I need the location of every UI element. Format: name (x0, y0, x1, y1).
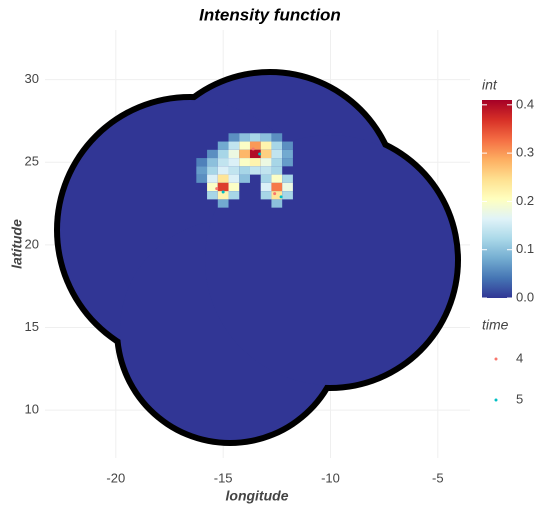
heat-cell (207, 175, 218, 183)
colorbar-title: int (482, 77, 498, 93)
heat-cell (218, 166, 229, 174)
colorbar-label: 0.2 (516, 193, 534, 208)
heat-cell (282, 183, 293, 191)
x-tick-label: -15 (214, 470, 233, 485)
chart: Intensity function longitude latitude in… (0, 0, 536, 506)
y-tick-label: 15 (25, 319, 39, 334)
point (222, 190, 225, 193)
heat-cell (218, 183, 229, 191)
heat-cell (282, 191, 293, 199)
legend-title: time (482, 317, 509, 333)
heat-cell (229, 191, 240, 199)
heat-cell (250, 158, 261, 166)
heat-cell (261, 133, 272, 141)
heat-cell (261, 166, 272, 174)
heat-cell (218, 150, 229, 158)
heat-cell (196, 166, 207, 174)
heat-cell (271, 166, 282, 174)
point (258, 152, 261, 155)
heat-cell (271, 199, 282, 207)
heat-cell (261, 191, 272, 199)
colorbar-label: 0.1 (516, 241, 534, 256)
heat-cell (239, 133, 250, 141)
heat-cell (282, 150, 293, 158)
heat-cell (250, 133, 261, 141)
heat-cell (218, 175, 229, 183)
heat-cell (207, 158, 218, 166)
legend-label: 5 (516, 391, 523, 406)
heat-cell (229, 142, 240, 150)
heat-cell (239, 142, 250, 150)
heat-cell (261, 150, 272, 158)
point (252, 147, 255, 150)
legend-key (495, 399, 498, 402)
heat-cell (239, 150, 250, 158)
heat-cell (271, 133, 282, 141)
heat-cell (218, 199, 229, 207)
heat-cell (196, 158, 207, 166)
heat-cell (271, 183, 282, 191)
heat-cell (239, 158, 250, 166)
legend-label: 4 (516, 350, 523, 365)
heat-cell (250, 166, 261, 174)
chart-title: Intensity function (199, 5, 341, 24)
heat-cell (261, 183, 272, 191)
heat-cell (229, 158, 240, 166)
y-tick-label: 25 (25, 154, 39, 169)
y-tick-label: 20 (25, 236, 39, 251)
heat-cell (218, 158, 229, 166)
point (280, 195, 283, 198)
heat-cell (261, 158, 272, 166)
x-tick-label: -10 (321, 470, 340, 485)
legend-key (495, 358, 498, 361)
heat-cell (229, 183, 240, 191)
heat-cell (229, 175, 240, 183)
heat-cell (271, 158, 282, 166)
y-tick-label: 10 (25, 402, 39, 417)
heat-cell (196, 175, 207, 183)
heat-cell (282, 158, 293, 166)
point (215, 187, 218, 190)
heat-cell (229, 133, 240, 141)
colorbar-label: 0.3 (516, 145, 534, 160)
heat-cell (282, 175, 293, 183)
heat-cell (261, 175, 272, 183)
heat-cell (207, 150, 218, 158)
heat-cell (207, 166, 218, 174)
point (273, 192, 276, 195)
heat-cell (239, 166, 250, 174)
heat-cell (261, 142, 272, 150)
heat-cell (271, 150, 282, 158)
x-axis-label: longitude (226, 488, 289, 504)
colorbar-label: 0.4 (516, 96, 534, 111)
y-tick-label: 30 (25, 71, 39, 86)
heat-cell (218, 142, 229, 150)
colorbar-label: 0.0 (516, 289, 534, 304)
heat-cell (250, 142, 261, 150)
heat-cell (229, 166, 240, 174)
heat-cell (229, 150, 240, 158)
region-fill (60, 75, 455, 440)
colorbar (482, 100, 512, 298)
x-tick-label: -5 (432, 470, 444, 485)
heat-cell (239, 175, 250, 183)
heat-cell (207, 191, 218, 199)
heat-cell (271, 142, 282, 150)
heat-cell (271, 175, 282, 183)
heat-cell (282, 142, 293, 150)
x-tick-label: -20 (106, 470, 125, 485)
y-axis-label: latitude (9, 219, 25, 269)
